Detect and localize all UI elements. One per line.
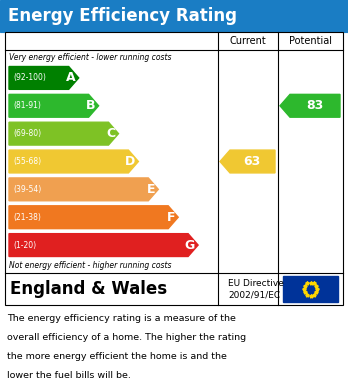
Polygon shape <box>9 94 98 117</box>
Text: E: E <box>147 183 155 196</box>
Text: (21-38): (21-38) <box>13 213 41 222</box>
Bar <box>283 276 338 302</box>
Text: Potential: Potential <box>289 36 332 46</box>
Polygon shape <box>9 234 198 256</box>
Text: (92-100): (92-100) <box>13 74 46 83</box>
Text: Energy Efficiency Rating: Energy Efficiency Rating <box>8 7 237 25</box>
Polygon shape <box>9 206 178 229</box>
Text: EU Directive: EU Directive <box>228 280 284 289</box>
Text: G: G <box>185 239 195 251</box>
Text: The energy efficiency rating is a measure of the: The energy efficiency rating is a measur… <box>7 314 236 323</box>
Polygon shape <box>9 150 139 173</box>
Text: (81-91): (81-91) <box>13 101 41 110</box>
Text: 2002/91/EC: 2002/91/EC <box>228 291 280 300</box>
Bar <box>5 32 343 305</box>
Text: England & Wales: England & Wales <box>10 280 167 298</box>
Text: overall efficiency of a home. The higher the rating: overall efficiency of a home. The higher… <box>7 333 246 342</box>
Polygon shape <box>280 94 340 117</box>
Text: (1-20): (1-20) <box>13 240 36 249</box>
Text: the more energy efficient the home is and the: the more energy efficient the home is an… <box>7 352 227 361</box>
Bar <box>0 0 348 32</box>
Text: F: F <box>167 211 175 224</box>
Polygon shape <box>9 178 158 201</box>
Text: (55-68): (55-68) <box>13 157 41 166</box>
Text: Not energy efficient - higher running costs: Not energy efficient - higher running co… <box>9 262 172 271</box>
Text: lower the fuel bills will be.: lower the fuel bills will be. <box>7 371 131 380</box>
Text: C: C <box>106 127 116 140</box>
Text: D: D <box>125 155 135 168</box>
Text: 63: 63 <box>243 155 261 168</box>
Text: (39-54): (39-54) <box>13 185 41 194</box>
Text: B: B <box>86 99 96 112</box>
Polygon shape <box>9 122 119 145</box>
Text: Current: Current <box>230 36 266 46</box>
Text: 83: 83 <box>306 99 323 112</box>
Text: A: A <box>66 72 76 84</box>
Polygon shape <box>220 150 275 173</box>
Text: Very energy efficient - lower running costs: Very energy efficient - lower running co… <box>9 52 172 61</box>
Polygon shape <box>9 66 79 90</box>
Text: (69-80): (69-80) <box>13 129 41 138</box>
